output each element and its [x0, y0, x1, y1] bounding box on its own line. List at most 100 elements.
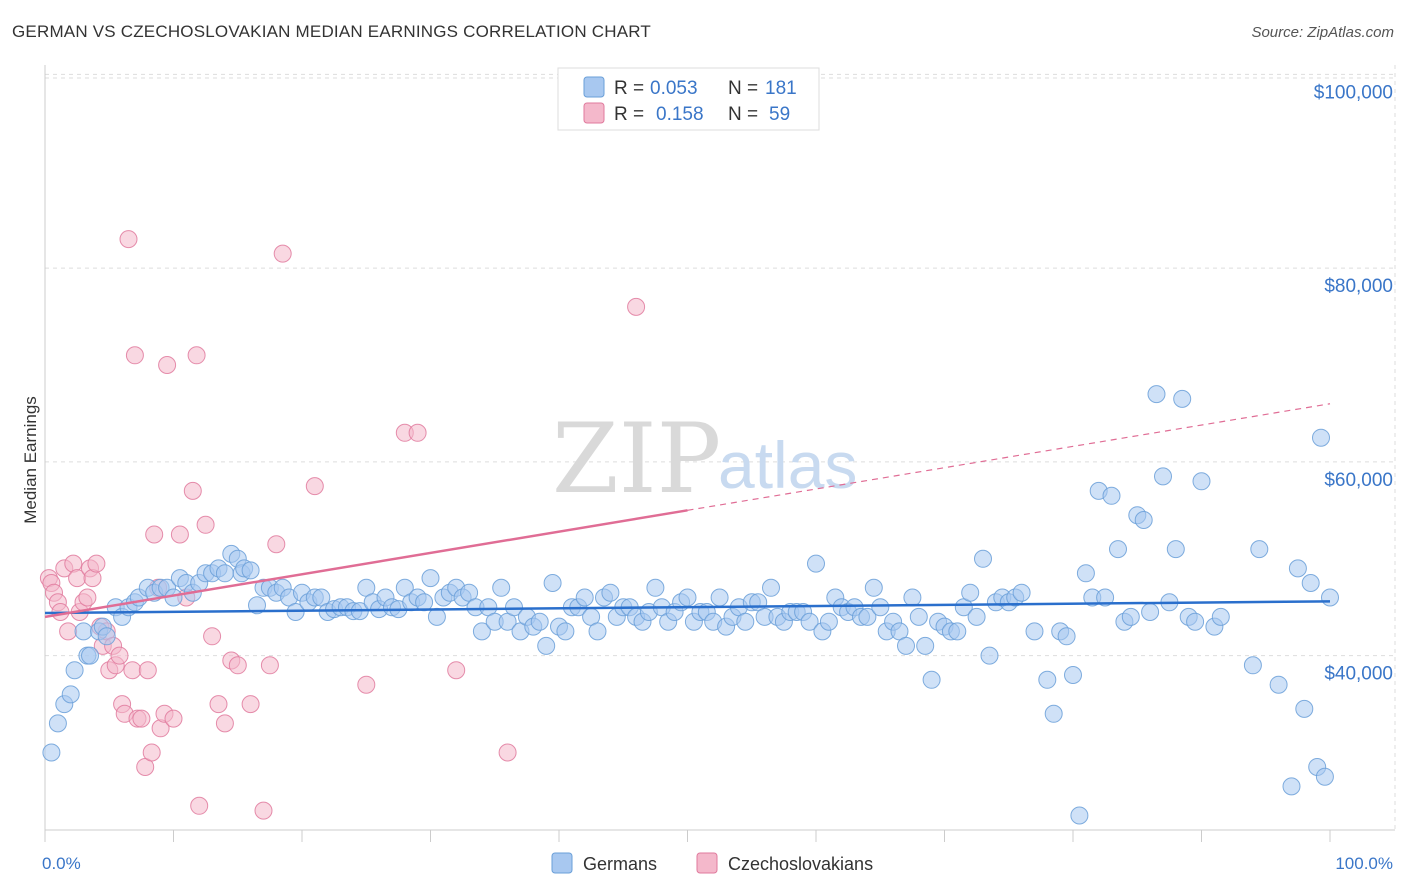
x-tick-label-1: 100.0% — [1335, 854, 1393, 873]
point-czechoslovakians-43 — [196, 515, 215, 534]
stats-r-label-czechoslovakians: R = — [614, 104, 644, 125]
point-germans-179 — [1192, 472, 1211, 491]
y-axis-label: Median Earnings — [21, 396, 40, 524]
point-czechoslovakians-46 — [215, 714, 234, 733]
point-germans-154 — [1025, 622, 1044, 641]
y-tick-label-1: $60,000 — [1324, 470, 1393, 491]
stats-r-value-czechoslovakians: 0.158 — [656, 104, 704, 125]
point-germans-161 — [1076, 564, 1095, 583]
trend-lines — [44, 403, 1331, 619]
stats-r-value-germans: 0.053 — [650, 78, 698, 99]
stats-n-label-germans: N = — [728, 78, 758, 99]
point-germans-7 — [81, 646, 99, 665]
point-germans-168 — [1121, 607, 1140, 626]
stats-n-value-germans: 181 — [765, 78, 797, 99]
point-germans-175 — [1166, 540, 1185, 559]
y-tick-labels: $40,000 $60,000 $80,000 $100,000 — [1314, 82, 1393, 684]
point-germans-87 — [588, 622, 607, 641]
point-germans-28 — [215, 564, 234, 583]
point-czechoslovakians-25 — [123, 661, 142, 680]
stats-r-label-germans: R = — [614, 78, 644, 99]
point-germans-188 — [1301, 574, 1320, 592]
point-germans-137 — [909, 607, 928, 626]
x-tick-labels: 0.0% 100.0% — [42, 854, 1393, 873]
legend-label-czechoslovakians: Czechoslovakians — [728, 854, 873, 874]
point-czechoslovakians-38 — [170, 525, 189, 544]
point-germans-143 — [948, 622, 967, 641]
point-germans-159 — [1064, 666, 1082, 684]
point-czechoslovakians-26 — [125, 346, 144, 365]
point-czechoslovakians-45 — [209, 695, 228, 714]
point-germans-148 — [980, 646, 999, 665]
trend-line-czechoslovakians — [44, 509, 688, 619]
point-czechoslovakians-36 — [158, 356, 177, 374]
point-czechoslovakians-32 — [145, 525, 164, 544]
data-points — [39, 230, 1339, 825]
y-tick-label-3: $100,000 — [1314, 82, 1393, 103]
point-czechoslovakians-37 — [164, 709, 183, 728]
point-germans-178 — [1186, 612, 1205, 631]
chart-title: GERMAN VS CZECHOSLOVAKIAN MEDIAN EARNING… — [12, 22, 652, 41]
point-germans-138 — [916, 636, 935, 655]
point-germans-187 — [1295, 699, 1314, 718]
point-czechoslovakians-44 — [203, 627, 222, 646]
point-germans-147 — [974, 549, 992, 568]
y-tick-label-2: $80,000 — [1324, 276, 1393, 297]
point-germans-79 — [537, 636, 556, 655]
point-germans-184 — [1269, 675, 1288, 694]
point-germans-114 — [762, 578, 780, 597]
point-germans-5 — [74, 622, 93, 641]
point-germans-145 — [961, 583, 980, 602]
stats-n-label-czechoslovakians: N = — [728, 104, 758, 125]
chart-source: Source: ZipAtlas.com — [1251, 24, 1394, 41]
point-germans-4 — [65, 661, 84, 680]
point-germans-69 — [472, 622, 491, 641]
legend-label-germans: Germans — [583, 854, 657, 874]
x-tick-label-0: 0.0% — [42, 854, 81, 873]
point-germans-173 — [1154, 467, 1172, 486]
point-germans-139 — [922, 670, 941, 689]
watermark: ZIP atlas — [552, 403, 857, 515]
stats-n-value-czechoslovakians: 59 — [769, 104, 790, 125]
point-germans-1 — [48, 714, 67, 733]
point-germans-155 — [1038, 670, 1057, 689]
point-germans-181 — [1211, 607, 1230, 626]
legend: Germans Czechoslovakians — [551, 852, 873, 874]
point-czechoslovakians-24 — [119, 230, 138, 249]
point-germans-74 — [505, 598, 523, 617]
point-czechoslovakians-31 — [142, 743, 161, 762]
point-germans-89 — [601, 583, 620, 602]
point-czechoslovakians-50 — [254, 801, 273, 820]
point-germans-62 — [427, 607, 446, 626]
point-germans-123 — [819, 612, 838, 631]
point-czechoslovakians-57 — [408, 423, 427, 442]
point-germans-170 — [1134, 511, 1153, 529]
point-czechoslovakians-41 — [187, 346, 206, 365]
point-germans-176 — [1173, 389, 1192, 408]
point-czechoslovakians-55 — [357, 675, 376, 694]
point-germans-82 — [556, 622, 575, 641]
point-germans-10 — [97, 627, 116, 646]
point-germans-130 — [864, 578, 883, 597]
point-germans-190 — [1312, 428, 1330, 447]
point-czechoslovakians-30 — [138, 661, 157, 680]
point-germans-135 — [897, 636, 915, 655]
point-germans-3 — [61, 685, 80, 704]
point-czechoslovakians-54 — [305, 477, 324, 496]
point-czechoslovakians-28 — [132, 709, 151, 728]
point-czechoslovakians-11 — [78, 588, 97, 607]
point-czechoslovakians-42 — [190, 796, 209, 815]
watermark-atlas: atlas — [718, 428, 857, 502]
point-germans-85 — [575, 588, 594, 607]
point-germans-121 — [807, 554, 825, 573]
point-germans-171 — [1141, 603, 1160, 621]
point-germans-129 — [858, 607, 877, 626]
point-germans-166 — [1109, 540, 1127, 559]
point-czechoslovakians-60 — [627, 297, 646, 316]
stats-box: R = 0.053 N = 181 R = 0.158 N = 59 — [557, 67, 820, 131]
trend-line-germans — [44, 600, 1331, 615]
point-czechoslovakians-21 — [110, 646, 129, 665]
point-germans-80 — [543, 574, 562, 592]
point-germans-61 — [421, 569, 440, 588]
